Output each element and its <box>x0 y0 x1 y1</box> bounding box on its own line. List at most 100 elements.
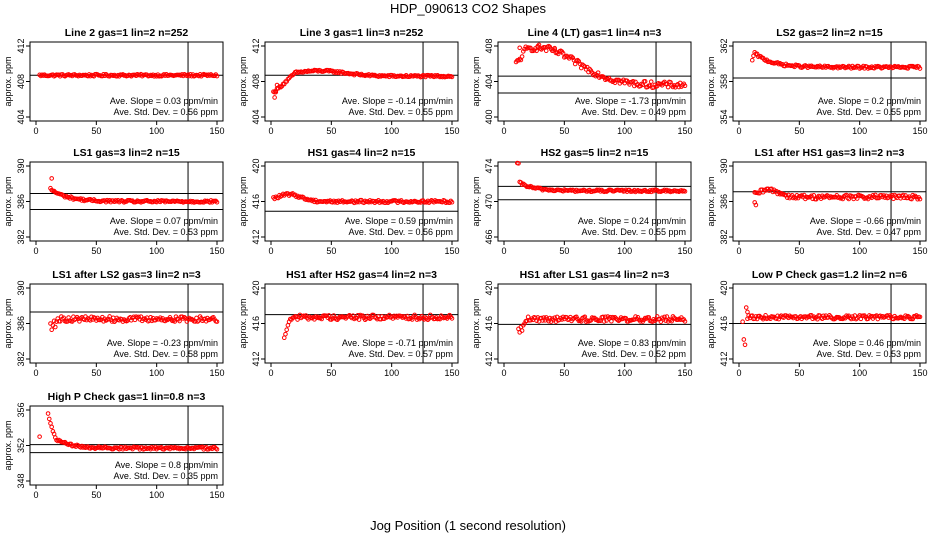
data-point <box>577 61 583 67</box>
panel-title: HS1 gas=4 lin=2 n=15 <box>308 147 416 159</box>
x-tick-label: 100 <box>149 126 164 136</box>
data-point <box>648 79 654 84</box>
y-tick-label: 404 <box>16 109 26 124</box>
x-tick-label: 100 <box>617 126 632 136</box>
data-point <box>449 199 455 205</box>
y-tick-label: 390 <box>719 158 729 173</box>
x-tick-label: 0 <box>33 246 38 256</box>
panel-title: LS1 after LS2 gas=3 lin=2 n=3 <box>52 269 201 281</box>
data-point <box>521 49 526 54</box>
x-tick-label: 50 <box>794 246 804 256</box>
data-point <box>173 314 179 319</box>
y-tick-label: 358 <box>719 74 729 89</box>
x-tick-label: 50 <box>91 246 101 256</box>
data-series <box>752 186 923 208</box>
x-tick-label: 50 <box>559 246 569 256</box>
x-tick-label: 100 <box>852 126 867 136</box>
slope-annotation: Ave. Slope = 0.03 ppm/min <box>110 96 218 106</box>
panel-title: Line 2 gas=1 lin=2 n=252 <box>65 27 189 39</box>
slope-annotation: Ave. Slope = -0.14 ppm/min <box>342 96 453 106</box>
data-point <box>516 161 521 166</box>
x-tick-label: 50 <box>326 126 336 136</box>
y-axis-label: approx. ppm <box>238 176 248 226</box>
y-tick-label: 348 <box>16 473 26 488</box>
data-point <box>138 314 144 319</box>
data-point <box>740 319 745 325</box>
y-axis-label: approx. ppm <box>706 298 716 348</box>
data-point <box>633 314 638 319</box>
y-tick-label: 386 <box>16 194 26 209</box>
panel-3: Line 4 (LT) gas=1 lin=4 n=3 0 50 100 150 400 4… <box>471 27 693 136</box>
data-point <box>665 84 671 90</box>
y-tick-label: 412 <box>719 351 729 366</box>
data-point <box>272 95 277 100</box>
y-tick-label: 416 <box>719 316 729 331</box>
slope-annotation: Ave. Slope = -1.73 ppm/min <box>575 96 686 106</box>
data-point <box>356 317 362 322</box>
data-point <box>742 342 748 348</box>
data-point <box>49 176 54 181</box>
data-series <box>516 314 688 335</box>
data-point <box>682 319 688 324</box>
x-tick-label: 150 <box>209 368 224 378</box>
std-dev-annotation: Ave. Std. Dev. = 0.56 ppm <box>114 107 218 117</box>
x-tick-label: 100 <box>149 246 164 256</box>
x-tick-label: 0 <box>33 126 38 136</box>
x-tick-label: 0 <box>268 246 273 256</box>
panel-2: Line 3 gas=1 lin=3 n=252 0 50 100 150 404 408 4… <box>238 27 460 136</box>
y-tick-label: 404 <box>484 74 494 89</box>
x-tick-label: 0 <box>736 368 741 378</box>
x-tick-label: 150 <box>444 246 459 256</box>
data-point <box>49 327 54 333</box>
y-tick-label: 390 <box>16 280 26 295</box>
data-point <box>560 50 566 56</box>
x-tick-label: 0 <box>33 368 38 378</box>
std-dev-annotation: Ave. Std. Dev. = 0.55 ppm <box>817 107 921 117</box>
data-point <box>522 46 527 52</box>
x-tick-label: 100 <box>617 368 632 378</box>
y-axis-label: approx. ppm <box>471 176 481 226</box>
x-tick-label: 50 <box>91 126 101 136</box>
data-point <box>582 314 588 320</box>
std-dev-annotation: Ave. Std. Dev. = 0.35 ppm <box>114 471 218 481</box>
data-point <box>669 318 675 324</box>
y-tick-label: 382 <box>16 229 26 244</box>
data-point <box>658 81 664 87</box>
data-point <box>519 54 525 59</box>
data-point <box>664 314 670 319</box>
data-point <box>57 319 63 324</box>
x-tick-label: 100 <box>149 368 164 378</box>
data-point <box>214 73 220 79</box>
y-tick-label: 420 <box>251 158 261 173</box>
std-dev-annotation: Ave. Std. Dev. = 0.58 ppm <box>114 349 218 359</box>
x-tick-label: 150 <box>209 126 224 136</box>
panel-9: LS1 after LS2 gas=3 lin=2 n=3 0 50 100 150 38… <box>3 269 225 378</box>
panel-4: LS2 gas=2 lin=2 n=15 0 50 100 150 354 358 362ap… <box>706 27 928 136</box>
data-point <box>606 75 612 81</box>
y-tick-label: 382 <box>719 229 729 244</box>
y-tick-label: 420 <box>719 280 729 295</box>
x-tick-label: 50 <box>559 126 569 136</box>
slope-annotation: Ave. Slope = 0.07 ppm/min <box>110 216 218 226</box>
y-tick-label: 412 <box>16 38 26 53</box>
data-point <box>543 48 549 54</box>
data-point <box>326 313 332 318</box>
data-point <box>917 66 923 71</box>
slope-annotation: Ave. Slope = -0.71 ppm/min <box>342 338 453 348</box>
x-tick-label: 150 <box>209 490 224 500</box>
y-tick-label: 356 <box>16 402 26 417</box>
y-tick-label: 470 <box>484 194 494 209</box>
data-series <box>48 314 220 333</box>
data-point <box>46 416 52 422</box>
data-point <box>609 318 614 324</box>
y-axis-label: approx. ppm <box>3 420 13 470</box>
data-point <box>815 316 820 322</box>
std-dev-annotation: Ave. Std. Dev. = 0.47 ppm <box>817 227 921 237</box>
slope-annotation: Ave. Slope = 0.59 ppm/min <box>345 216 453 226</box>
y-tick-label: 412 <box>484 351 494 366</box>
x-tick-label: 150 <box>912 246 927 256</box>
std-dev-annotation: Ave. Std. Dev. = 0.53 ppm <box>817 349 921 359</box>
std-dev-annotation: Ave. Std. Dev. = 0.55 ppm <box>582 227 686 237</box>
data-point <box>519 328 525 333</box>
